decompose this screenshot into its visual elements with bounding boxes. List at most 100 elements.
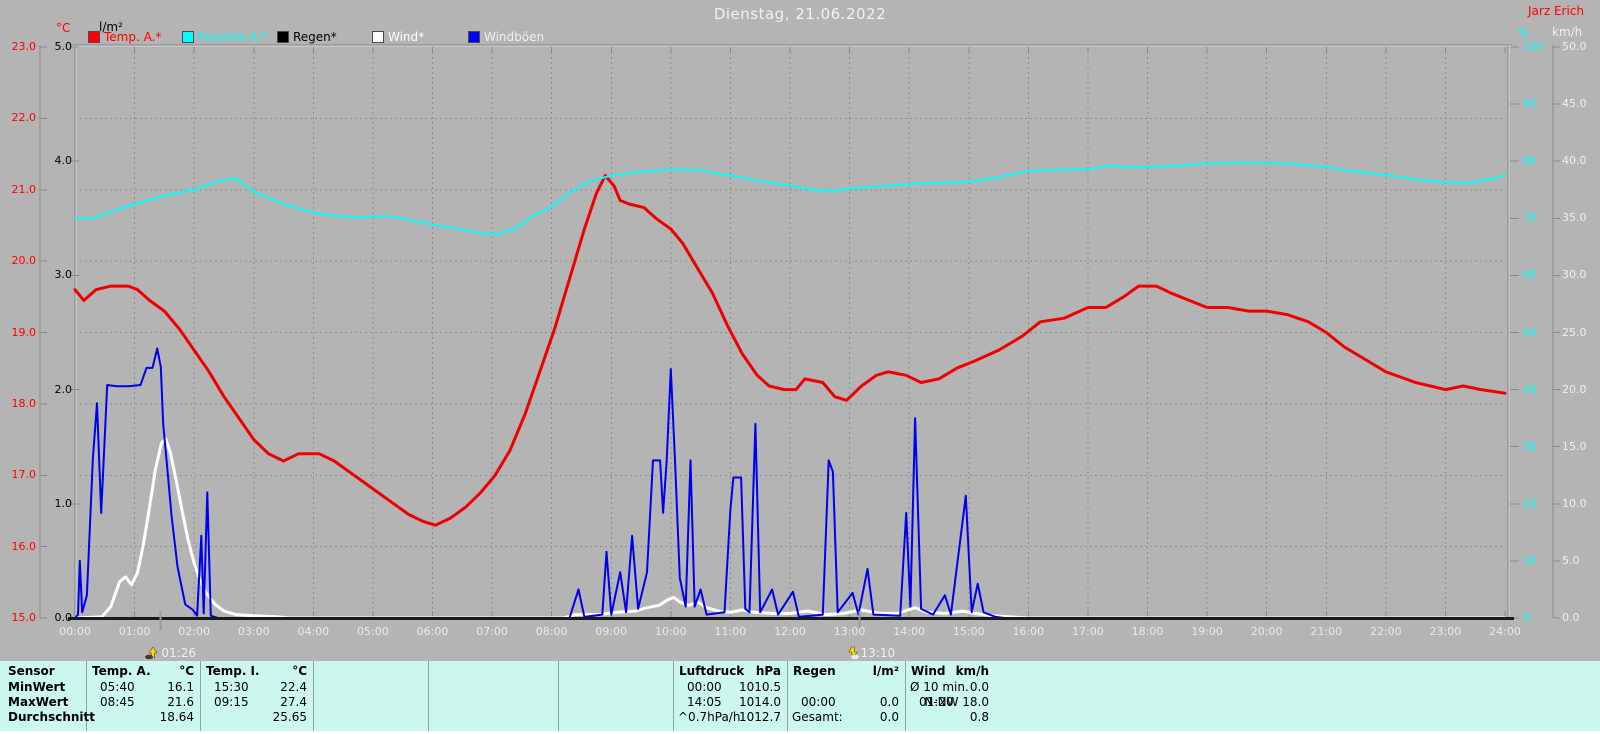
temp_a-unit: °C bbox=[179, 664, 194, 678]
time-axis-tick-label: 15:00 bbox=[952, 625, 985, 638]
wind-header: Wind bbox=[911, 664, 946, 678]
temp_a-value: 21.6 bbox=[167, 695, 194, 709]
wind-axis-tick-label: 25.0 bbox=[1562, 325, 1587, 339]
temp-axis-title: °C bbox=[56, 21, 71, 35]
luftdruck-time: 00:00 bbox=[687, 680, 722, 694]
row-label: MaxWert bbox=[8, 695, 69, 709]
table-divider bbox=[428, 661, 429, 731]
temp_a-value: 18.64 bbox=[159, 710, 194, 724]
wind-axis-tick-label: 10.0 bbox=[1562, 496, 1587, 510]
time-axis-tick-label: 24:00 bbox=[1489, 625, 1521, 638]
humidity-axis-tick-label: 50 bbox=[1523, 325, 1537, 339]
wind-axis-tick-label: 45.0 bbox=[1562, 97, 1587, 111]
table-divider bbox=[673, 661, 674, 731]
legend-label: Windböen bbox=[484, 30, 545, 44]
moonrise-icon bbox=[145, 645, 158, 659]
time-axis-tick-label: 07:00 bbox=[476, 625, 508, 638]
time-axis-tick-label: 13:00 bbox=[833, 625, 866, 638]
time-axis-tick-label: 20:00 bbox=[1250, 625, 1283, 638]
wind-value: 0.0 bbox=[969, 680, 989, 694]
temp_i-header: Temp. I. bbox=[206, 664, 260, 678]
feuchte-a--curve bbox=[74, 161, 1506, 236]
legend-label: Feuchte A.* bbox=[198, 30, 268, 44]
humidity-axis-tick-label: 10 bbox=[1523, 553, 1537, 567]
humidity-axis-tick-label: 40 bbox=[1523, 382, 1537, 396]
luftdruck-value: 1014.0 bbox=[739, 695, 781, 709]
wind-unit: km/h bbox=[955, 664, 989, 678]
wind-value: 0.8 bbox=[969, 710, 989, 724]
time-axis-tick-label: 06:00 bbox=[416, 625, 449, 638]
marker-time-label: 01:26 bbox=[161, 645, 196, 660]
wind-axis-tick-label: 5.0 bbox=[1562, 553, 1580, 567]
wind-axis-tick-label: 40.0 bbox=[1562, 154, 1587, 168]
temp-axis-tick-label: 18.0 bbox=[11, 396, 37, 410]
legend-label: Wind* bbox=[388, 30, 425, 44]
legend-item-5: Windböen bbox=[468, 30, 544, 44]
chart-canvas[interactable] bbox=[0, 0, 1600, 662]
marker-1310: 13:10 bbox=[845, 645, 896, 660]
time-axis-tick-label: 03:00 bbox=[237, 625, 270, 638]
wind-time: Ø 10 min. bbox=[910, 680, 969, 694]
wind-axis-tick-label: 0.0 bbox=[1562, 611, 1580, 624]
row-label: MinWert bbox=[8, 680, 66, 694]
humidity-axis-tick-label: 100 bbox=[1523, 40, 1544, 53]
regen-time: Gesamt: bbox=[792, 710, 843, 724]
wind-curve bbox=[73, 437, 1507, 620]
legend-label: Regen* bbox=[293, 30, 337, 44]
humidity-axis-tick-label: 20 bbox=[1523, 496, 1537, 510]
rain-axis-tick-label: 0.0 bbox=[54, 611, 73, 624]
legend-swatch-icon bbox=[88, 31, 100, 43]
legend-swatch-icon bbox=[182, 31, 194, 43]
temp_a-time: 05:40 bbox=[100, 680, 135, 694]
humidity-axis-tick-label: 0 bbox=[1523, 611, 1530, 624]
luftdruck-header: Luftdruck bbox=[679, 664, 745, 678]
temp-axis-tick-label: 22.0 bbox=[11, 111, 37, 125]
luftdruck-value: 1012.7 bbox=[739, 710, 781, 724]
time-axis-tick-label: 11:00 bbox=[714, 625, 747, 638]
marker-time-label: 13:10 bbox=[860, 645, 896, 660]
regen-header: Regen bbox=[793, 664, 836, 678]
time-axis-tick-label: 21:00 bbox=[1310, 625, 1343, 638]
regen-value: 0.0 bbox=[879, 710, 899, 724]
time-axis-tick-label: 01:00 bbox=[118, 625, 151, 638]
wind-time: 01:20 bbox=[919, 695, 954, 709]
temp_i-time: 09:15 bbox=[214, 695, 249, 709]
legend-swatch-icon bbox=[372, 31, 384, 43]
wind-axis-tick-label: 20.0 bbox=[1562, 382, 1587, 396]
moonset-icon bbox=[848, 646, 859, 659]
windb-en-curve bbox=[74, 347, 1506, 619]
temp_i-unit: °C bbox=[292, 664, 307, 678]
wind-value: N-NW 18.0 bbox=[924, 695, 989, 709]
legend-swatch-icon bbox=[468, 31, 480, 43]
time-axis-tick-label: 05:00 bbox=[357, 625, 389, 638]
luftdruck-unit: hPa bbox=[755, 664, 781, 678]
temp-axis-tick-label: 20.0 bbox=[11, 254, 37, 268]
time-axis-tick-label: 12:00 bbox=[774, 625, 806, 638]
time-axis-tick-label: 18:00 bbox=[1131, 625, 1164, 638]
temp_a-header: Temp. A. bbox=[92, 664, 151, 678]
rain-axis-tick-label: 3.0 bbox=[54, 268, 73, 282]
legend-item-3: Regen* bbox=[277, 30, 337, 44]
time-axis-tick-label: 04:00 bbox=[297, 625, 330, 638]
time-axis-tick-label: 19:00 bbox=[1191, 625, 1223, 638]
regen-unit: l/m² bbox=[872, 664, 899, 678]
rain-axis-tick-label: 5.0 bbox=[54, 40, 73, 53]
wind-axis-title: km/h bbox=[1552, 25, 1583, 39]
temp-axis-tick-label: 19.0 bbox=[11, 325, 37, 339]
time-axis-tick-label: 08:00 bbox=[535, 625, 568, 638]
legend-label: Temp. A.* bbox=[104, 30, 162, 44]
table-divider bbox=[905, 661, 906, 731]
time-axis-tick-label: 17:00 bbox=[1072, 625, 1104, 638]
temp-axis-tick-label: 23.0 bbox=[11, 40, 37, 53]
humidity-axis-tick-label: 90 bbox=[1523, 97, 1537, 111]
humidity-axis-tick-label: 60 bbox=[1523, 268, 1537, 282]
temp-a--curve bbox=[73, 174, 1507, 527]
luftdruck-value: 1010.5 bbox=[739, 680, 781, 694]
luftdruck-time: ^0.7hPa/h bbox=[678, 710, 741, 724]
table-divider bbox=[86, 661, 87, 731]
regen-value: 0.0 bbox=[879, 695, 899, 709]
wind-axis-tick-label: 15.0 bbox=[1562, 439, 1587, 453]
time-axis-tick-label: 22:00 bbox=[1369, 625, 1402, 638]
time-axis-tick-label: 00:00 bbox=[59, 625, 91, 638]
